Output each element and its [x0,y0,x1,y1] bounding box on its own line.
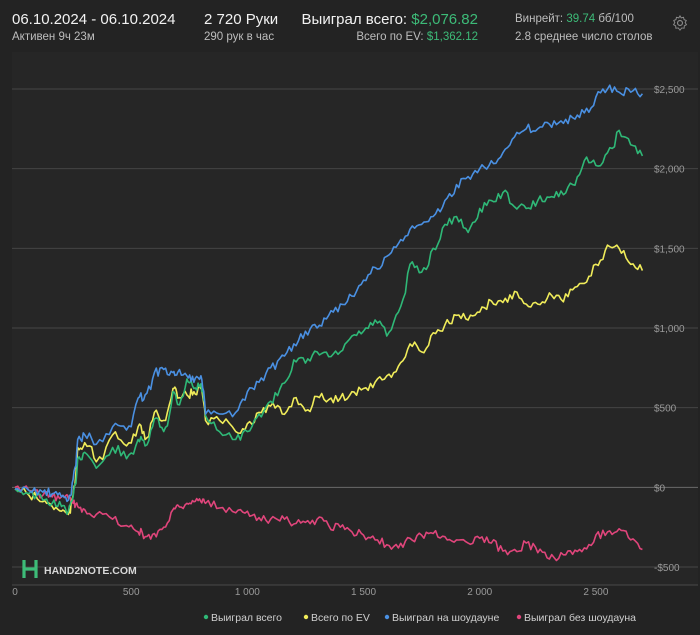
legend-label[interactable]: Всего по EV [311,612,370,624]
grid [12,88,698,586]
active-time: Активен 9ч 23м [12,31,95,43]
series-line [14,244,644,516]
series-group [14,84,644,562]
won-total-label: Выиграл всего: [301,11,408,28]
x-tick-label: 2 000 [467,587,492,598]
x-tick-label: 1 000 [235,587,260,598]
x-tick-label: 1 500 [351,587,376,598]
gear-icon[interactable] [671,14,689,32]
watermark: HAND2NOTE.COM [22,560,137,578]
x-tick-label: 2 500 [583,587,608,598]
x-tick-label: 0 [12,587,18,598]
legend-label[interactable]: Выиграл без шоудауна [524,612,636,624]
winrate: Винрейт: 39.74 бб/100 [515,13,634,25]
winrate-label: Винрейт: [515,13,564,25]
y-tick-label: $1,500 [654,244,685,255]
y-tick-label: $500 [654,404,677,415]
x-tick-labels: 0 500 1 000 1 500 2 000 2 500 [12,587,609,598]
watermark-text: HAND2NOTE.COM [44,565,137,577]
legend-marker [384,614,390,620]
series-line [14,485,643,562]
y-tick-label: $0 [654,483,666,494]
winrate-value: 39.74 [566,13,596,25]
hand2note-logo-icon [22,560,38,578]
x-tick-label: 500 [123,587,140,598]
avg-tables: 2.8 среднее число столов [515,31,653,43]
won-total-value: $2,076.82 [411,11,478,28]
series-line [14,84,644,503]
legend-marker [516,614,522,620]
won-total: Выиграл всего: $2,076.82 [302,11,478,28]
y-tick-label: -$500 [654,563,680,574]
ev-total: Всего по EV: $1,362.12 [356,31,478,43]
y-tick-labels: -$500 $0 $500 $1,000 $1,500 $2,000 $2,500 [654,85,685,574]
legend-marker [203,614,209,620]
ev-total-label: Всего по EV: [356,31,424,43]
series-line [14,129,644,515]
date-range: 06.10.2024 - 06.10.2024 [12,11,176,28]
hands-per-hour: 290 рук в час [204,31,275,43]
legend: Выиграл всего Всего по EV Выиграл на шоуда… [203,612,636,624]
y-tick-label: $2,500 [654,85,685,96]
hands-count: 2 720 Руки [204,11,279,28]
legend-marker [303,614,309,620]
ev-total-value: $1,362.12 [426,31,478,43]
winrate-unit: бб/100 [598,13,634,25]
y-tick-label: $2,000 [654,165,685,176]
header: 06.10.2024 - 06.10.2024 Активен 9ч 23м 2… [0,0,700,50]
plot-area [12,52,698,585]
legend-label[interactable]: Выиграл на шоудауне [392,612,499,624]
legend-label[interactable]: Выиграл всего [211,612,282,624]
y-tick-label: $1,000 [654,324,685,335]
